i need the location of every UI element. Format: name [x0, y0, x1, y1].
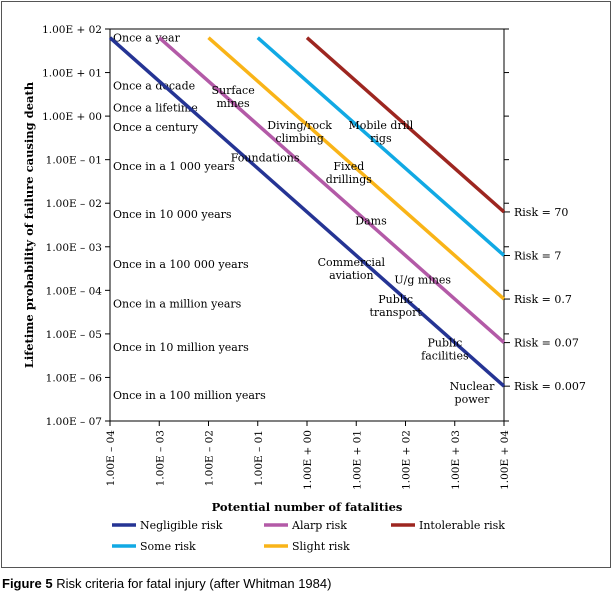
activity-annotation: Fixed [333, 160, 364, 173]
y-tick-label: 1.00E + 00 [42, 111, 102, 123]
frequency-label: Once in a million years [113, 297, 242, 310]
risk-label: Risk = 0.7 [514, 293, 572, 306]
activity-annotation: U/g mines [394, 273, 451, 286]
y-tick-label: 1.00E – 01 [46, 155, 102, 167]
y-tick-label: 1.00E – 06 [46, 372, 103, 384]
risk-line [256, 36, 506, 257]
legend-label: Slight risk [292, 540, 350, 553]
legend-label: Intolerable risk [419, 519, 505, 532]
frequency-label: Once in 10 million years [113, 341, 249, 354]
activity-annotation: drillings [326, 173, 372, 186]
figure-frame: 1.00E + 02 1.00E + 01 1.00E + 00 1.00E – 01… [1, 1, 611, 568]
x-tick-label: 1.00E – 04 [105, 430, 117, 487]
x-tick-label: 1.00E + 01 [351, 430, 363, 490]
risk-label: Risk = 7 [514, 249, 561, 262]
y-tick-label: 1.00E + 01 [42, 68, 102, 80]
figure-caption: Figure 5 Risk criteria for fatal injury … [2, 576, 331, 591]
risk-line [158, 36, 506, 344]
activity-annotation: Public [378, 293, 413, 306]
activity-annotation: Nuclear [450, 380, 495, 393]
x-tick-label: 1.00E + 02 [401, 430, 413, 490]
risk-label: Risk = 0.007 [514, 380, 586, 393]
legend-label: Some risk [140, 540, 196, 553]
activity-annotation: Dams [355, 215, 387, 228]
x-tick-label: 1.00E – 02 [204, 430, 216, 486]
x-tick-label: 1.00E + 00 [302, 430, 314, 490]
frequency-label: Once in a 1 000 years [113, 160, 235, 173]
frequency-label: Once in 10 000 years [113, 208, 232, 221]
x-tick-label: 1.00E + 03 [450, 430, 462, 490]
y-tick-label: 1.00E – 02 [46, 198, 102, 210]
y-tick-label: 1.00E + 02 [42, 24, 102, 36]
risk-label: Risk = 0.07 [514, 337, 579, 350]
activity-annotation: rigs [370, 132, 392, 145]
frequency-label: Once a decade [113, 80, 195, 93]
y-tick-label: 1.00E – 07 [46, 416, 102, 428]
frequency-label: Once a lifetime [113, 101, 198, 114]
activity-annotation: facilities [421, 350, 469, 363]
risk-label: Risk = 70 [514, 206, 568, 219]
x-tick-label: 1.00E – 01 [253, 430, 265, 486]
caption-text: Risk criteria for fatal injury (after Wh… [52, 576, 332, 591]
x-tick-label: 1.00E – 03 [154, 430, 166, 486]
y-axis-title: Lifetime probability of failure causing … [22, 81, 36, 368]
activity-annotation: Public [428, 337, 463, 350]
legend-label: Alarp risk [291, 519, 347, 532]
activity-annotation: Foundations [231, 151, 300, 164]
activity-annotation: power [455, 393, 491, 406]
y-tick-label: 1.00E – 04 [46, 285, 103, 297]
legend-label: Negligible risk [140, 519, 223, 532]
activity-annotation: transport [369, 306, 422, 319]
x-tick-label: 1.00E + 04 [499, 430, 511, 490]
x-axis-title: Potential number of fatalities [212, 500, 403, 514]
frequency-label: Once a century [113, 121, 199, 134]
y-tick-label: 1.00E – 03 [46, 242, 102, 254]
frequency-label: Once in a 100 000 years [113, 258, 249, 271]
activity-annotation: mines [217, 97, 251, 110]
activity-annotation: climbing [275, 132, 323, 145]
frequency-label: Once in a 100 million years [113, 389, 266, 402]
activity-annotation: Commercial [318, 256, 386, 269]
activity-annotation: Mobile drill [348, 119, 413, 132]
frequency-label: Once a year [113, 32, 181, 45]
activity-annotation: Surface [212, 84, 255, 97]
risk-line [305, 36, 506, 214]
y-tick-label: 1.00E – 05 [46, 329, 102, 341]
risk-line [207, 36, 506, 301]
risk-chart: 1.00E + 02 1.00E + 01 1.00E + 00 1.00E – 01… [22, 24, 586, 553]
activity-annotation: aviation [329, 269, 374, 282]
caption-label: Figure 5 [2, 576, 53, 591]
risk-line [108, 36, 506, 388]
activity-annotation: Diving/rock [267, 119, 332, 132]
